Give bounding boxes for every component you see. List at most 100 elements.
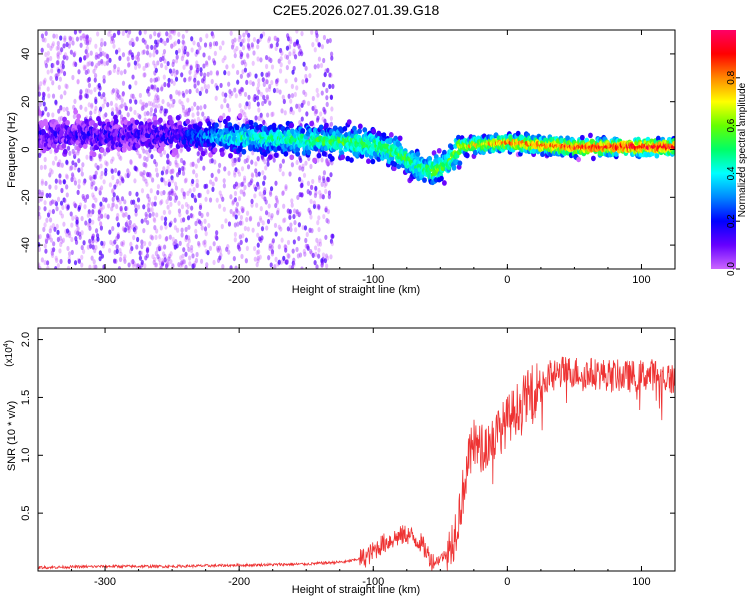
spectrogram-point [100,58,104,65]
spectrogram-point [289,222,293,228]
spectrogram-point [190,244,194,251]
spectrogram-point [56,196,61,202]
spectrogram-point [255,250,259,256]
spectrogram-point [90,181,94,187]
spectrogram-point [178,99,182,105]
spectrogram-point [144,62,149,69]
spectrogram-point [294,227,298,233]
spectrogram-point [153,195,158,201]
spectrogram-point [77,258,81,264]
spectrogram-point [317,226,321,233]
spectrogram-point [132,234,136,241]
spectrogram-point [174,239,178,245]
spectrogram-point [93,65,98,71]
spectrogram-point [254,115,258,121]
spectrogram-point [179,148,183,154]
spectrogram-point [61,237,66,243]
spectrogram-point [203,72,207,78]
spectrogram-point [210,31,214,37]
spectrogram-point [158,260,162,266]
spectrogram-point [177,200,181,206]
spectrogram-point [235,201,239,207]
spectrogram-point [116,232,120,238]
spectrogram-point [195,49,199,55]
spectrogram-point [232,211,236,217]
spectrogram-point [129,241,133,247]
spectrogram-point [241,189,246,195]
spectrogram-point [286,239,291,246]
spectrogram-point [227,170,231,176]
spectrogram-point [121,226,125,232]
spectrogram-point [111,202,115,208]
spectrogram-point [293,91,297,98]
spectrogram-point [172,80,176,86]
spectrogram-point [115,106,119,112]
spectrogram-point [291,110,295,116]
spectrogram-point [148,52,152,58]
spectrogram-point [140,188,145,194]
spectrogram-point [233,231,238,238]
spectrogram-point [99,185,104,191]
spectrogram-point [298,211,302,217]
spectrogram-point [162,244,167,250]
spectrogram-point [145,156,149,162]
spectrogram-point [137,63,141,69]
spectrogram-point [48,228,52,234]
spectrogram-point [172,42,176,48]
spectrogram-point [142,148,146,154]
spectrogram-point [267,203,271,209]
spectrogram-point [300,116,304,122]
spectrogram-point [166,204,170,210]
spectrogram-point [274,202,278,209]
spectrogram-point [144,255,148,261]
spectrogram-ridge-point [366,158,371,165]
spectrogram-point [215,230,219,236]
spectrogram-point [245,210,250,216]
spectrogram-point [97,53,101,59]
spectrogram-point [93,247,97,254]
spectrogram-point [233,190,238,197]
spectrogram-point [264,165,268,171]
spectrogram-ridge-point [456,134,461,141]
spectrogram-ridge-point [376,156,382,162]
spectrogram-point [173,181,178,187]
spectrogram-point [218,190,222,196]
spectrogram-point [316,220,320,226]
spectrogram-point [168,209,172,215]
spectrogram-point [239,239,243,245]
spectrogram-point [85,194,90,200]
spectrogram-point [97,216,101,222]
spectrogram-point [98,187,102,193]
spectrogram-point [263,175,267,181]
spectrogram-point [166,60,170,67]
spectrogram-point [153,94,158,101]
spectrogram-point [157,244,161,250]
spectrogram-point [136,236,140,243]
spectrogram-point [213,159,217,165]
spectrogram-point [49,45,53,51]
spectrogram-point [292,257,296,263]
spectrogram-point [142,65,146,72]
spectrogram-point [38,189,42,195]
spectrogram-point [88,174,92,181]
spectrogram-point [128,190,132,197]
spectrogram-point [304,160,308,166]
spectrogram-point [210,78,214,85]
spectrogram-point [181,165,185,172]
spectrogram-point [203,104,207,110]
spectrogram-point [105,53,109,59]
spectrogram-point [295,39,299,45]
spectrogram-point [114,87,119,94]
spectrogram-point [97,91,101,97]
spectrogram-point [98,220,103,227]
spectrogram-point [322,34,327,41]
spectrogram-point [142,176,146,182]
spectrogram-point [309,198,313,205]
spectrogram-ridge-point [311,140,317,146]
spectrogram-point [205,33,209,39]
spectrogram-point [116,222,121,228]
spectrogram-point [40,47,44,53]
spectrogram-point [154,93,159,99]
spectrogram-point [270,213,274,219]
spectrogram-point [63,35,67,41]
